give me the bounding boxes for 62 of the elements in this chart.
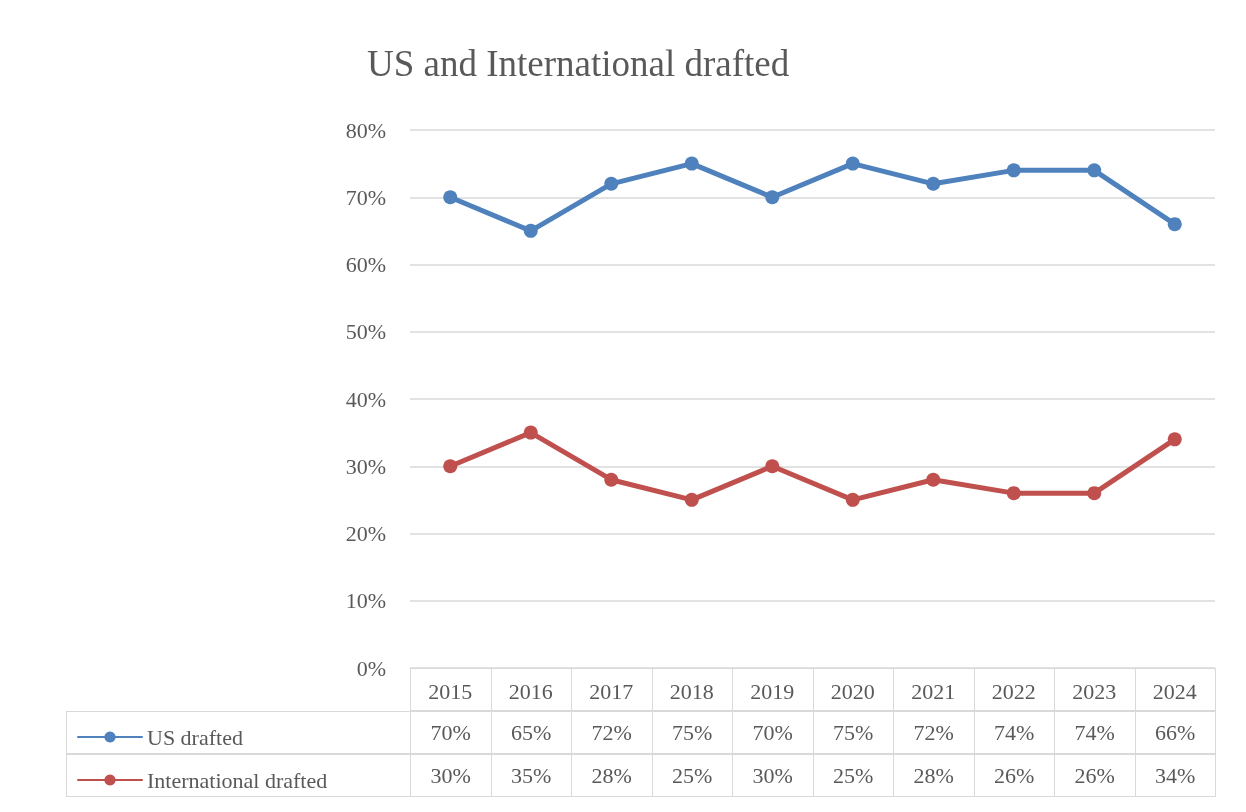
chart-title: US and International drafted — [367, 43, 790, 84]
data-label: 34% — [1134, 754, 1216, 797]
x-tick-label: 2022 — [991, 678, 1036, 704]
point — [523, 223, 538, 238]
data-label: 26% — [1054, 754, 1136, 797]
x-tick-label: 2021 — [911, 678, 956, 704]
data-label: 30% — [732, 754, 814, 797]
data-label: 75% — [812, 711, 894, 754]
point — [684, 492, 699, 507]
data-label: 74% — [973, 711, 1055, 754]
y-tick-label: 20% — [345, 521, 386, 546]
data-label: 65% — [490, 711, 572, 754]
point — [1087, 163, 1102, 178]
x-tick-label: 2015 — [428, 678, 473, 704]
x-tick-label: 2020 — [830, 678, 875, 704]
data-label: 70% — [410, 711, 492, 754]
x-tick-label: 2017 — [589, 678, 634, 704]
data-label: 28% — [893, 754, 975, 797]
y-tick-label: 0% — [356, 655, 386, 681]
x-tick-label: 2023 — [1072, 678, 1117, 704]
point — [845, 492, 860, 507]
point — [604, 176, 619, 191]
data-label: 25% — [812, 754, 894, 797]
y-tick-label: 80% — [345, 117, 386, 143]
point — [1006, 163, 1021, 178]
point — [765, 459, 780, 474]
data-label: 72% — [571, 711, 653, 754]
point — [926, 472, 941, 487]
point — [926, 176, 941, 191]
data-label: 70% — [732, 711, 814, 754]
y-tick-label: 30% — [345, 453, 386, 479]
data-label: 30% — [410, 754, 492, 797]
data-label: 26% — [973, 754, 1055, 797]
data-label: 75% — [651, 711, 733, 754]
data-label: 66% — [1134, 711, 1216, 754]
point — [443, 459, 458, 474]
point — [1167, 217, 1182, 232]
y-tick-label: 50% — [345, 319, 386, 345]
data-label: 74% — [1054, 711, 1136, 754]
point — [684, 156, 699, 171]
data-label: 25% — [651, 754, 733, 797]
y-tick-label: 70% — [345, 184, 386, 210]
point — [845, 156, 860, 171]
x-tick-label: 2016 — [508, 678, 553, 704]
y-tick-label: 40% — [345, 386, 386, 412]
legend-label: International drafted — [147, 767, 328, 793]
point — [604, 472, 619, 487]
point — [1006, 486, 1021, 501]
point — [523, 425, 538, 440]
x-tick-label: 2018 — [669, 678, 714, 704]
y-tick-label: 60% — [345, 252, 386, 277]
data-label: 28% — [571, 754, 653, 797]
point — [443, 190, 458, 205]
x-tick-label: 2024 — [1152, 678, 1197, 704]
data-label: 35% — [490, 754, 572, 797]
legend-label: US drafted — [147, 724, 243, 750]
x-tick-label: 2019 — [750, 678, 795, 704]
data-label: 72% — [893, 711, 975, 754]
point — [1087, 486, 1102, 501]
point — [765, 190, 780, 205]
point — [1167, 432, 1182, 447]
y-tick-label: 10% — [345, 588, 386, 614]
